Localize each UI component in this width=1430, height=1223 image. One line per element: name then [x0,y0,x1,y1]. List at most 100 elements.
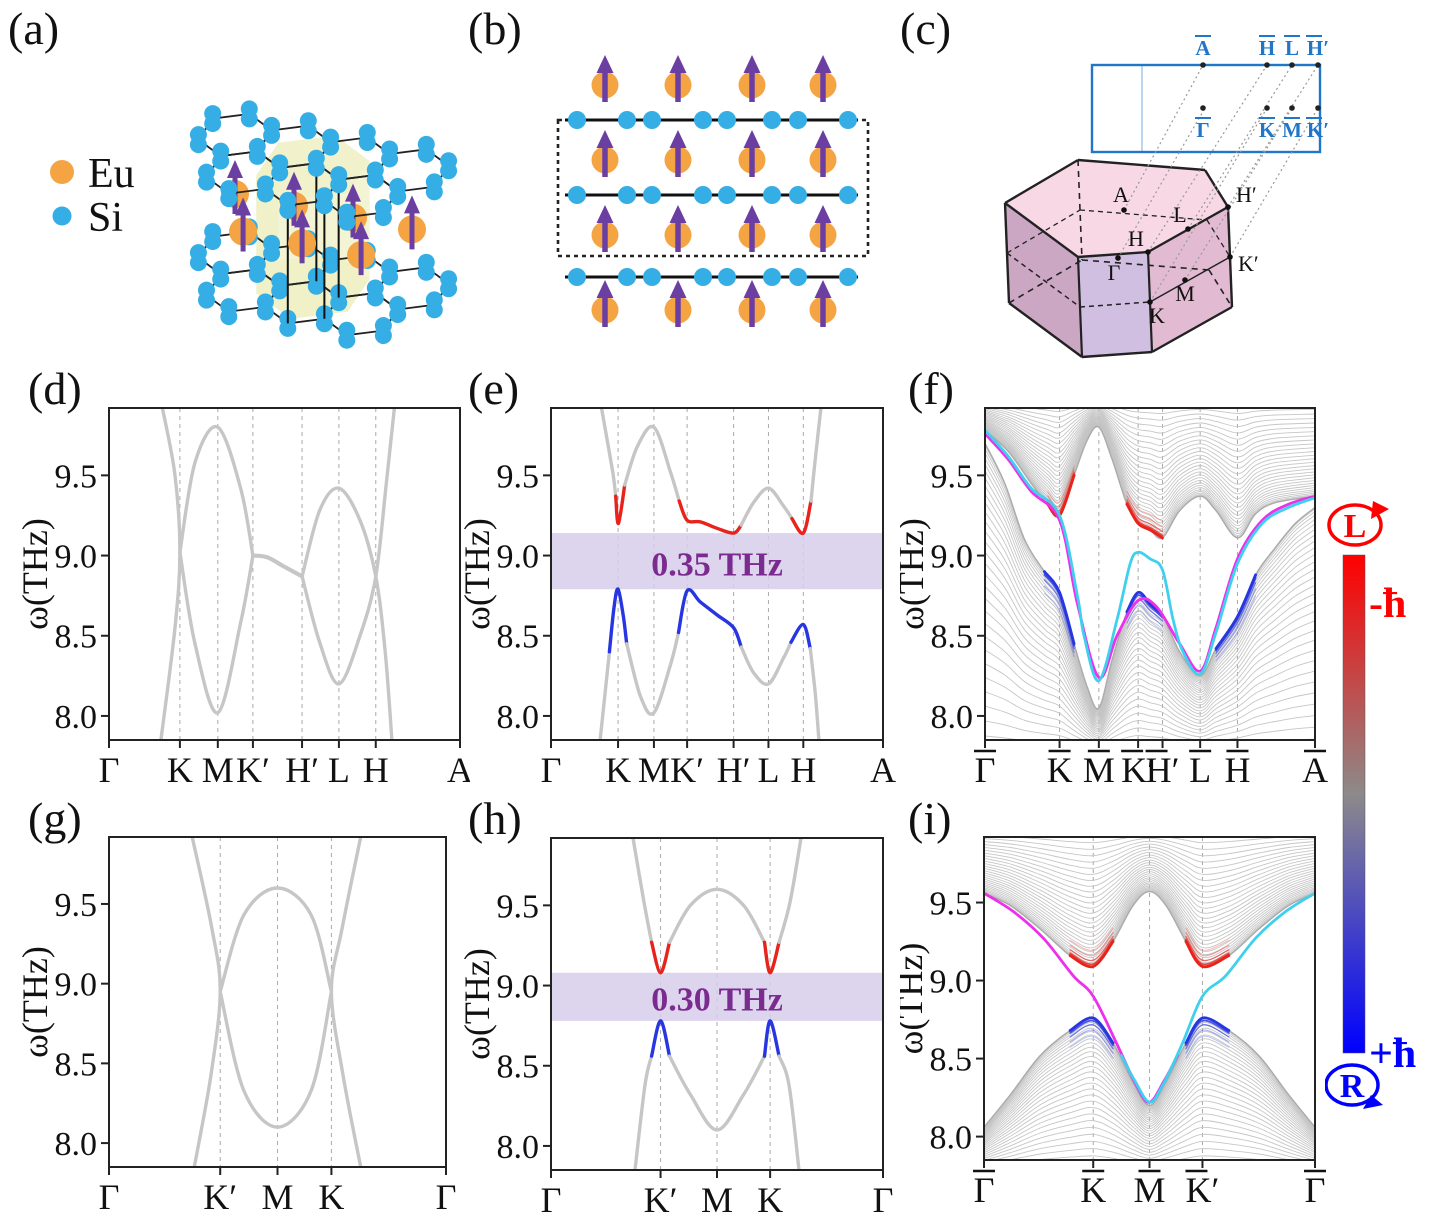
spin-arrow [814,55,832,73]
panel-label-c: (c) [900,3,952,54]
spin-arrow [669,130,687,148]
panel-label-g: (g) [28,793,82,844]
si-atom [718,111,736,129]
y-axis-label: ω(THz) [460,518,497,630]
x-tick-label: K [318,1177,344,1217]
x-tick-label: A [1302,750,1328,790]
si-atom [839,111,857,129]
si-atom [643,186,661,204]
x-tick-label: K [757,1180,783,1220]
x-tick-label: Γ [99,750,120,790]
y-axis-label: ω(THz) [20,946,55,1058]
panel-label-a: (a) [8,3,60,54]
x-tick-label: H′ [285,750,319,790]
x-tick-label: K [1080,1170,1106,1210]
x-tick-label: M [1133,1170,1165,1210]
si-atom [694,111,712,129]
y-tick-label: 9.0 [497,539,540,576]
x-tick-label: A [870,750,896,790]
spin-arrow [743,55,761,73]
right-polarization-icon: R [1325,1063,1383,1109]
x-tick-label: Γ [1305,1170,1326,1210]
x-tick-label: Γ [873,1180,894,1220]
x-tick-label: M [1083,750,1115,790]
x-tick-label: M [261,1177,293,1217]
surface-point-label: K′ [1307,118,1329,142]
x-tick-label: Γ [541,750,562,790]
bulk-point-label: K [1149,303,1165,328]
spin-arrow [669,280,687,298]
spin-arrow [669,205,687,223]
panel-label-b: (b) [468,3,522,54]
y-tick-label: 9.0 [931,539,974,576]
si-atom [568,268,586,286]
y-tick-label: 9.5 [497,458,540,495]
spin-arrow [743,280,761,298]
phonon-band-chart-gapped: 0.35 THz Γ K M K′ H′ L H A 8.0 8.5 9.0 9.5ω(THz) [460,407,896,790]
y-tick-label: 9.0 [55,539,98,576]
y-tick-label: 9.5 [930,886,973,923]
spin-arrow [596,205,614,223]
y-tick-label: 9.5 [497,888,540,925]
x-tick-label: M [202,750,234,790]
crystal-structure-side-view [556,55,870,327]
bulk-point-label: H [1128,226,1144,251]
panel-label-f: (f) [908,363,954,414]
spin-arrow [596,130,614,148]
si-atom [763,268,781,286]
si-atom [718,268,736,286]
bulk-point-label: Γ [1108,260,1121,285]
si-atom [643,111,661,129]
legend-si-label: Si [88,195,123,241]
y-tick-label: 8.5 [55,619,98,656]
si-atom [568,111,586,129]
y-tick-label: 8.0 [931,699,974,736]
surface-point-label: H [1259,36,1275,60]
y-tick-label: 9.0 [497,969,540,1006]
slab-band-chart-ribbon: Γ K M K′ Γ8.08.59.09.5ω(THz) [900,836,1326,1210]
x-tick-label: K′ [203,1177,237,1217]
y-tick-label: 9.0 [55,967,98,1004]
si-atom [643,268,661,286]
minus-hbar-label: -ħ [1369,581,1406,627]
x-tick-label: H′ [717,750,751,790]
legend-eu-icon [50,160,74,184]
spin-arrow [743,205,761,223]
si-atom [789,186,807,204]
x-tick-label: H [790,750,816,790]
surface-point-label: Γ [1196,118,1209,142]
spin-arrow [814,205,832,223]
si-atom [618,186,636,204]
panel-b: (b) [440,0,900,360]
phonon-gap-band [551,533,883,590]
surface-point-label: H′ [1307,36,1329,60]
y-tick-label: 9.0 [930,964,973,1001]
panel-label-i: (i) [908,793,952,844]
y-tick-label: 8.0 [55,699,98,736]
surface-point-label: A [1195,36,1211,60]
panel-g: (g) Γ K′ M K Γ 8.0 8.5 9.0 9.5 ω(THz) [20,790,470,1223]
panel-f: (f) Γ K M K′ H′ L H A 8.0 8.5 9.0 9.5 ω(THz) [900,360,1340,790]
y-axis-label: ω(THz) [900,518,931,630]
y-tick-label: 9.5 [931,458,974,495]
y-axis-label: ω(THz) [20,518,55,630]
spin-arrow [669,55,687,73]
si-atom [763,186,781,204]
x-tick-label: M [638,750,670,790]
phonon-band-chart-2d: Γ K′ M K Γ8.08.59.09.5ω(THz) [20,836,456,1217]
spin-arrow [596,55,614,73]
colorbar-gradient [1342,554,1366,1054]
si-atom [694,186,712,204]
phonon-gap-band [551,972,883,1021]
y-tick-label: 8.0 [55,1126,98,1163]
spin-arrow [743,130,761,148]
spin-arrow [596,280,614,298]
x-tick-label: K′ [1121,750,1155,790]
x-tick-label: Γ [975,750,996,790]
phonon-band-chart-bulk: Γ K M K′ H′ L H A 8.0 8.5 9.0 9.5ω(THz) [20,407,470,790]
x-tick-label: H [363,750,389,790]
si-atom [839,186,857,204]
